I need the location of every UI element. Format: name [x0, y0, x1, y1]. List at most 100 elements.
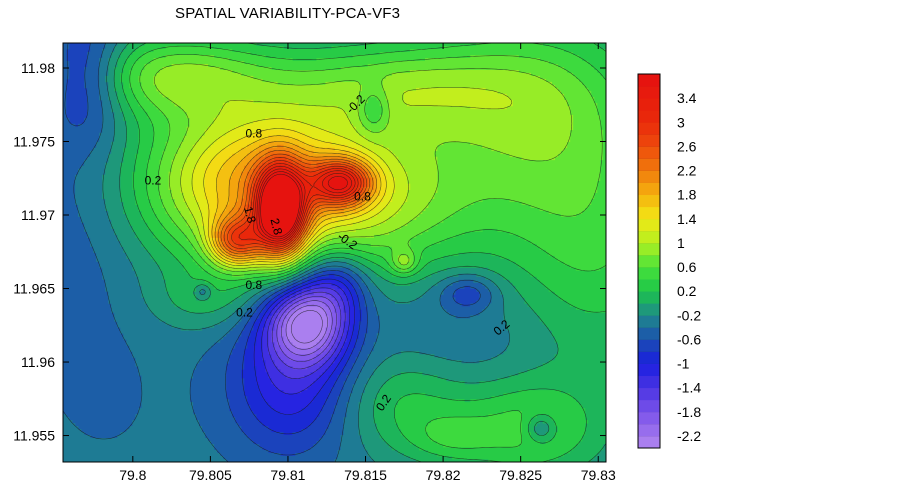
contour-line	[258, 171, 348, 240]
colorbar-tick-label: 0.2	[677, 283, 697, 299]
contour-line	[217, 145, 374, 257]
colorbar-swatch	[638, 315, 660, 328]
contour-lines	[63, 43, 606, 462]
contour-band	[228, 156, 366, 250]
contour-band	[286, 306, 329, 349]
colorbar-swatch	[638, 206, 660, 220]
contour-line	[242, 274, 361, 435]
contour-line	[267, 287, 346, 379]
contour-line	[260, 173, 301, 238]
y-tick-label: 11.955	[13, 428, 55, 444]
colorbar-tick-label: 1.4	[677, 211, 697, 227]
contour-band	[63, 43, 510, 462]
colorbar-tick-label: 2.6	[677, 138, 697, 154]
y-tick-label: 11.965	[13, 281, 55, 297]
x-tick-label: 79.805	[189, 467, 232, 483]
colorbar-tick-label: 1.8	[677, 187, 697, 203]
contour-line	[253, 278, 355, 415]
x-tick-label: 79.8	[119, 467, 146, 483]
y-tick-label: 11.96	[21, 354, 55, 370]
contour-band	[240, 273, 362, 436]
x-tick-label: 79.82	[426, 467, 461, 483]
colorbar-tick-label: -1	[677, 356, 690, 372]
contour-line	[102, 43, 510, 462]
colorbar-swatch	[638, 291, 660, 304]
contour-line	[214, 141, 377, 259]
colorbar-swatch	[638, 363, 660, 377]
contour-band	[271, 291, 341, 370]
contour-line	[253, 165, 356, 244]
contour-label: 0.8	[354, 190, 371, 204]
contour-line	[256, 168, 353, 242]
x-tick-label: 79.825	[499, 467, 542, 483]
contour-band	[259, 171, 347, 238]
contour-line	[139, 54, 603, 276]
contour-line	[271, 291, 342, 370]
contour-line	[64, 43, 481, 456]
contour-band	[262, 282, 350, 394]
contour-line	[291, 310, 323, 344]
contour-line	[276, 296, 337, 362]
y-tick-label: 11.975	[13, 134, 55, 150]
contour-line	[191, 118, 395, 266]
contour-line	[129, 43, 606, 449]
contour-line	[203, 128, 387, 264]
colorbar-tick-label: -0.6	[677, 331, 701, 347]
contour-line	[261, 283, 350, 395]
colorbar-swatch	[638, 267, 660, 280]
colorbar-swatch	[638, 254, 660, 268]
colorbar-swatch	[638, 423, 660, 437]
colorbar-swatch	[638, 230, 660, 244]
x-tick-label: 79.81	[270, 467, 305, 483]
contour-line	[180, 87, 513, 269]
colorbar-tick-label: 1	[677, 235, 685, 251]
colorbar-tick-label: -0.2	[677, 307, 701, 323]
colorbar-swatch	[638, 110, 660, 123]
contour-fills	[63, 43, 606, 462]
contour-label: 0.2	[236, 306, 253, 320]
plot-frame	[62, 42, 607, 463]
colorbar-tick-label: 0.6	[677, 259, 697, 275]
contour-label: 2.8	[267, 217, 285, 237]
contour-band	[153, 63, 574, 271]
colorbar-swatch	[638, 279, 660, 292]
colorbar-swatch	[638, 158, 660, 171]
colorbar-tick-label: 3.4	[677, 90, 697, 106]
colorbar-swatch	[638, 74, 660, 87]
contour-line	[231, 160, 362, 248]
contour-band	[63, 43, 492, 462]
contour-band	[129, 43, 606, 448]
colorbar-swatch	[638, 122, 660, 135]
colorbar-swatch	[638, 351, 660, 364]
contour-band	[222, 153, 369, 253]
colorbar-swatch	[638, 98, 660, 111]
contour-label: 0.8	[245, 278, 262, 292]
colorbar-swatch	[638, 375, 660, 389]
contour-line	[113, 43, 606, 462]
colorbar-swatch	[638, 303, 660, 316]
contour-line	[154, 63, 573, 272]
colorbar-tick-label: -2.2	[677, 428, 701, 444]
chart-title: SPATIAL VARIABILITY-PCA-VF3	[175, 5, 401, 22]
colorbar-swatch	[638, 411, 660, 425]
colorbar-swatch	[638, 182, 660, 196]
colorbar-swatch	[638, 134, 660, 147]
colorbar-swatch	[638, 146, 660, 159]
contour-line	[238, 163, 359, 246]
colorbar-tick-label: -1.4	[677, 380, 701, 396]
contour-label: 1.8	[241, 205, 259, 225]
contour-band	[253, 165, 356, 244]
contour-line	[285, 304, 328, 350]
colorbar-swatch	[638, 327, 660, 340]
contour-band	[268, 288, 347, 379]
contour-band	[253, 279, 356, 415]
y-tick-label: 11.98	[21, 60, 55, 76]
contour-band	[138, 54, 604, 277]
colorbar-swatch	[638, 399, 660, 413]
colorbar-swatch	[638, 242, 660, 256]
contour-line	[220, 150, 371, 255]
y-tick-label: 11.97	[21, 207, 55, 223]
colorbar-frame	[637, 73, 661, 449]
colorbar-swatch	[638, 435, 660, 449]
